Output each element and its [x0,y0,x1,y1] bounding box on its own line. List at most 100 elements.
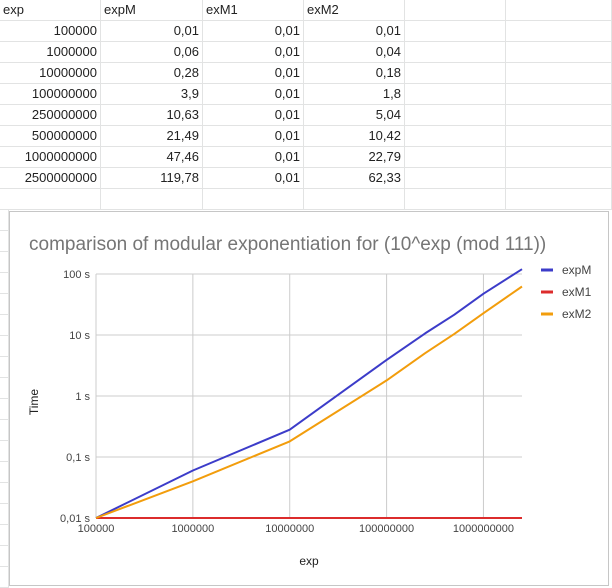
y-tick-label: 100 s [63,269,90,281]
y-tick-label: 0,01 s [60,513,90,525]
empty-cell[interactable] [506,105,612,126]
y-tick-label: 10 s [69,330,90,342]
chart-legend: expM exM1 exM2 [541,263,592,321]
x-tick-label: 100000 [78,523,115,535]
empty-cell[interactable] [506,63,612,84]
data-cell[interactable]: 1,8 [304,84,405,105]
empty-cell[interactable] [506,126,612,147]
data-cell[interactable]: 21,49 [101,126,203,147]
data-cell[interactable]: 22,79 [304,147,405,168]
legend-label-exM1: exM1 [562,285,592,299]
empty-cell[interactable] [0,441,9,462]
data-cell[interactable]: 1000000000 [0,147,101,168]
empty-cell[interactable] [0,399,9,420]
data-cell[interactable]: 47,46 [101,147,203,168]
x-tick-label: 100000000 [359,523,414,535]
data-cell[interactable]: 0,01 [203,105,304,126]
empty-cell[interactable] [0,210,9,231]
data-cell[interactable]: 10000000 [0,63,101,84]
empty-cell[interactable] [405,105,506,126]
empty-cell[interactable] [506,42,612,63]
data-cell[interactable]: 0,01 [203,42,304,63]
data-cell[interactable]: 250000000 [0,105,101,126]
empty-cell[interactable] [0,546,9,567]
data-cell[interactable]: 62,33 [304,168,405,189]
empty-cell[interactable] [405,168,506,189]
x-tick-label: 1000000000 [453,523,514,535]
empty-cell[interactable] [0,567,9,588]
empty-cell[interactable] [0,315,9,336]
data-cell[interactable]: 0,01 [101,21,203,42]
data-cell[interactable]: 100000000 [0,84,101,105]
series-line-exM2[interactable] [95,285,523,519]
data-cell[interactable]: 0,01 [203,126,304,147]
data-cell[interactable]: 0,06 [101,42,203,63]
chart-title: comparison of modular exponentiation for… [29,234,546,255]
header-cell-expM[interactable]: expM [101,0,203,21]
data-cell[interactable]: 0,28 [101,63,203,84]
empty-cell[interactable] [0,189,101,210]
data-cell[interactable]: 0,01 [203,21,304,42]
empty-cell[interactable] [506,168,612,189]
header-cell-exM2[interactable]: exM2 [304,0,405,21]
empty-cell[interactable] [0,357,9,378]
empty-cell[interactable] [405,189,506,210]
data-cell[interactable]: 0,01 [203,168,304,189]
data-cell[interactable]: 2500000000 [0,168,101,189]
chart-container[interactable]: comparison of modular exponentiation for… [9,211,609,586]
data-cell[interactable]: 0,01 [304,21,405,42]
data-cell[interactable]: 5,04 [304,105,405,126]
legend-label-exM2: exM2 [562,307,592,321]
empty-cell[interactable] [405,0,506,21]
empty-cell[interactable] [405,63,506,84]
empty-cell[interactable] [405,42,506,63]
empty-cell[interactable] [405,126,506,147]
empty-cell[interactable] [0,483,9,504]
empty-cell[interactable] [405,147,506,168]
data-cell[interactable]: 0,01 [203,147,304,168]
empty-cell[interactable] [0,294,9,315]
data-cell[interactable]: 119,78 [101,168,203,189]
empty-cell[interactable] [506,189,612,210]
data-cell[interactable]: 0,01 [203,63,304,84]
x-tick-label: 10000000 [265,523,314,535]
empty-cell[interactable] [506,21,612,42]
empty-cell[interactable] [0,504,9,525]
empty-cell[interactable] [304,189,405,210]
chart-gridlines [95,273,522,519]
empty-cell[interactable] [506,84,612,105]
data-cell[interactable]: 10,42 [304,126,405,147]
empty-cell[interactable] [506,147,612,168]
empty-cell[interactable] [405,84,506,105]
data-cell[interactable]: 1000000 [0,42,101,63]
empty-cell[interactable] [0,378,9,399]
empty-cell[interactable] [203,189,304,210]
data-cell[interactable]: 10,63 [101,105,203,126]
data-cell[interactable]: 3,9 [101,84,203,105]
x-tick-label: 1000000 [171,523,214,535]
data-cell[interactable]: 0,01 [203,84,304,105]
data-cell[interactable]: 0,18 [304,63,405,84]
empty-cell[interactable] [0,252,9,273]
legend-label-expM: expM [562,263,591,277]
data-cell[interactable]: 500000000 [0,126,101,147]
empty-cell[interactable] [506,0,612,21]
y-axis-title: Time [27,389,41,416]
header-cell-exM1[interactable]: exM1 [203,0,304,21]
empty-cell[interactable] [0,462,9,483]
x-axis-title: exp [299,554,319,568]
series-line-expM[interactable] [95,268,523,519]
y-tick-label: 1 s [75,391,90,403]
empty-cell[interactable] [405,21,506,42]
empty-cell[interactable] [0,420,9,441]
empty-cell[interactable] [0,231,9,252]
empty-cell[interactable] [0,336,9,357]
empty-cell[interactable] [0,525,9,546]
empty-cell[interactable] [0,273,9,294]
data-cell[interactable]: 0,04 [304,42,405,63]
chart-series [95,268,523,519]
data-cell[interactable]: 100000 [0,21,101,42]
empty-cell[interactable] [101,189,203,210]
header-cell-exp[interactable]: exp [0,0,101,21]
